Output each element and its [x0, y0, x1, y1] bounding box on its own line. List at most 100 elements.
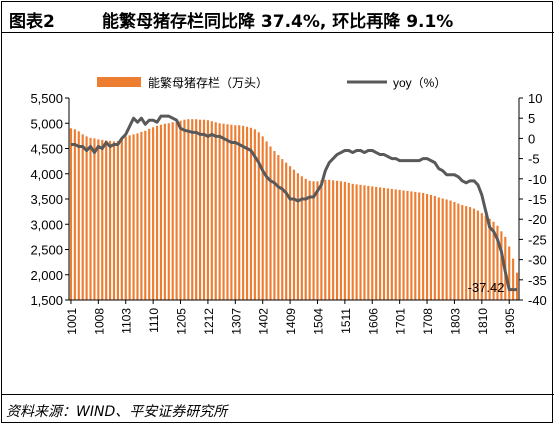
bar: [484, 215, 487, 300]
bar: [120, 138, 123, 300]
left-tick-label: 2,000: [30, 268, 63, 283]
bar: [296, 173, 299, 300]
x-tick-label: 1212: [202, 308, 216, 335]
bar: [77, 131, 80, 300]
bar: [328, 179, 331, 300]
right-tick-label: -5: [528, 152, 540, 167]
bar: [101, 139, 104, 300]
legend-line-label: yoy（%）: [393, 76, 446, 90]
bar: [132, 134, 135, 300]
bar: [422, 192, 425, 300]
bar: [202, 119, 206, 300]
bar: [234, 125, 237, 301]
bar: [320, 180, 323, 300]
left-tick-label: 5,000: [30, 116, 63, 131]
left-tick-label: 3,500: [30, 192, 63, 207]
left-tick-label: 1,500: [30, 293, 63, 308]
bar: [457, 203, 460, 300]
bar: [394, 189, 397, 300]
bar: [269, 146, 272, 300]
figure-footer: 资料来源：WIND、平安证券研究所: [2, 394, 554, 425]
bar: [386, 188, 389, 300]
bar: [398, 189, 401, 300]
right-tick-label: -40: [528, 293, 547, 308]
chart: 能繁母猪存栏（万头） yoy（%） 1,500 2,000 2,500 3,000 3,50…: [30, 75, 547, 335]
left-tick-label: 2,500: [30, 243, 63, 258]
bar: [230, 124, 233, 300]
right-tick-label: 10: [528, 91, 542, 106]
x-tick-label: 1606: [366, 308, 380, 335]
figure-title: 能繁母猪存栏同比降 37.4%, 环比再降 9.1%: [102, 12, 454, 32]
x-tick-label: 1701: [394, 308, 408, 335]
bar: [85, 136, 88, 300]
bar: [152, 127, 155, 300]
bar: [410, 191, 413, 300]
bar: [445, 199, 448, 300]
left-tick-label: 3,000: [30, 217, 63, 232]
bar: [292, 169, 296, 300]
bar: [437, 197, 440, 300]
bar: [253, 129, 256, 300]
bar: [187, 119, 190, 301]
x-tick-label: 1708: [421, 308, 435, 335]
bar: [144, 130, 147, 300]
left-tick-label: 4,500: [30, 142, 63, 157]
bar: [312, 181, 315, 300]
bar: [277, 155, 280, 300]
bar: [136, 133, 139, 300]
bar: [245, 126, 249, 300]
bar: [265, 141, 268, 300]
bar: [347, 182, 350, 300]
right-tick-label: 5: [528, 111, 535, 126]
x-tick-label: 1001: [65, 308, 79, 335]
bar: [425, 193, 429, 300]
bar: [128, 135, 131, 300]
bar: [112, 141, 116, 300]
left-tick-label: 5,500: [30, 91, 63, 106]
bar: [179, 120, 182, 300]
bar: [163, 123, 166, 300]
bar: [371, 186, 374, 301]
x-tick-label: 1008: [92, 308, 106, 335]
bar: [441, 198, 444, 300]
bar: [496, 225, 499, 300]
bar: [382, 187, 386, 300]
left-tick-label: 4,000: [30, 167, 63, 182]
bar: [402, 190, 405, 300]
bar: [379, 187, 382, 300]
bar: [148, 128, 151, 300]
bar: [488, 218, 491, 300]
bar: [222, 123, 225, 300]
bar: [171, 122, 174, 301]
right-tick-label: -15: [528, 192, 547, 207]
bar: [73, 129, 76, 300]
bar: [406, 190, 409, 300]
x-tick-label: 1307: [229, 308, 243, 335]
x-tick-label: 1504: [311, 308, 325, 335]
bar: [512, 258, 515, 300]
bar: [300, 176, 303, 300]
bar: [453, 202, 456, 300]
x-tick-label: 1205: [175, 308, 189, 335]
bar: [97, 139, 100, 300]
x-tick-label: 1810: [476, 308, 490, 335]
bar: [339, 181, 343, 300]
bar: [449, 200, 452, 300]
bar: [285, 162, 288, 300]
bar: [105, 140, 108, 300]
bar: [515, 272, 519, 300]
bar: [159, 124, 163, 300]
bar: [500, 231, 503, 300]
bar: [195, 119, 198, 301]
bar: [304, 178, 307, 300]
x-tick-label: 1409: [284, 308, 298, 335]
bar: [124, 136, 127, 300]
bar: [316, 181, 319, 300]
bar: [93, 138, 96, 300]
bar: [308, 180, 311, 300]
bar: [218, 123, 221, 300]
bar: [508, 246, 511, 300]
x-tick-label: 1511: [339, 308, 353, 334]
bar: [261, 136, 264, 300]
